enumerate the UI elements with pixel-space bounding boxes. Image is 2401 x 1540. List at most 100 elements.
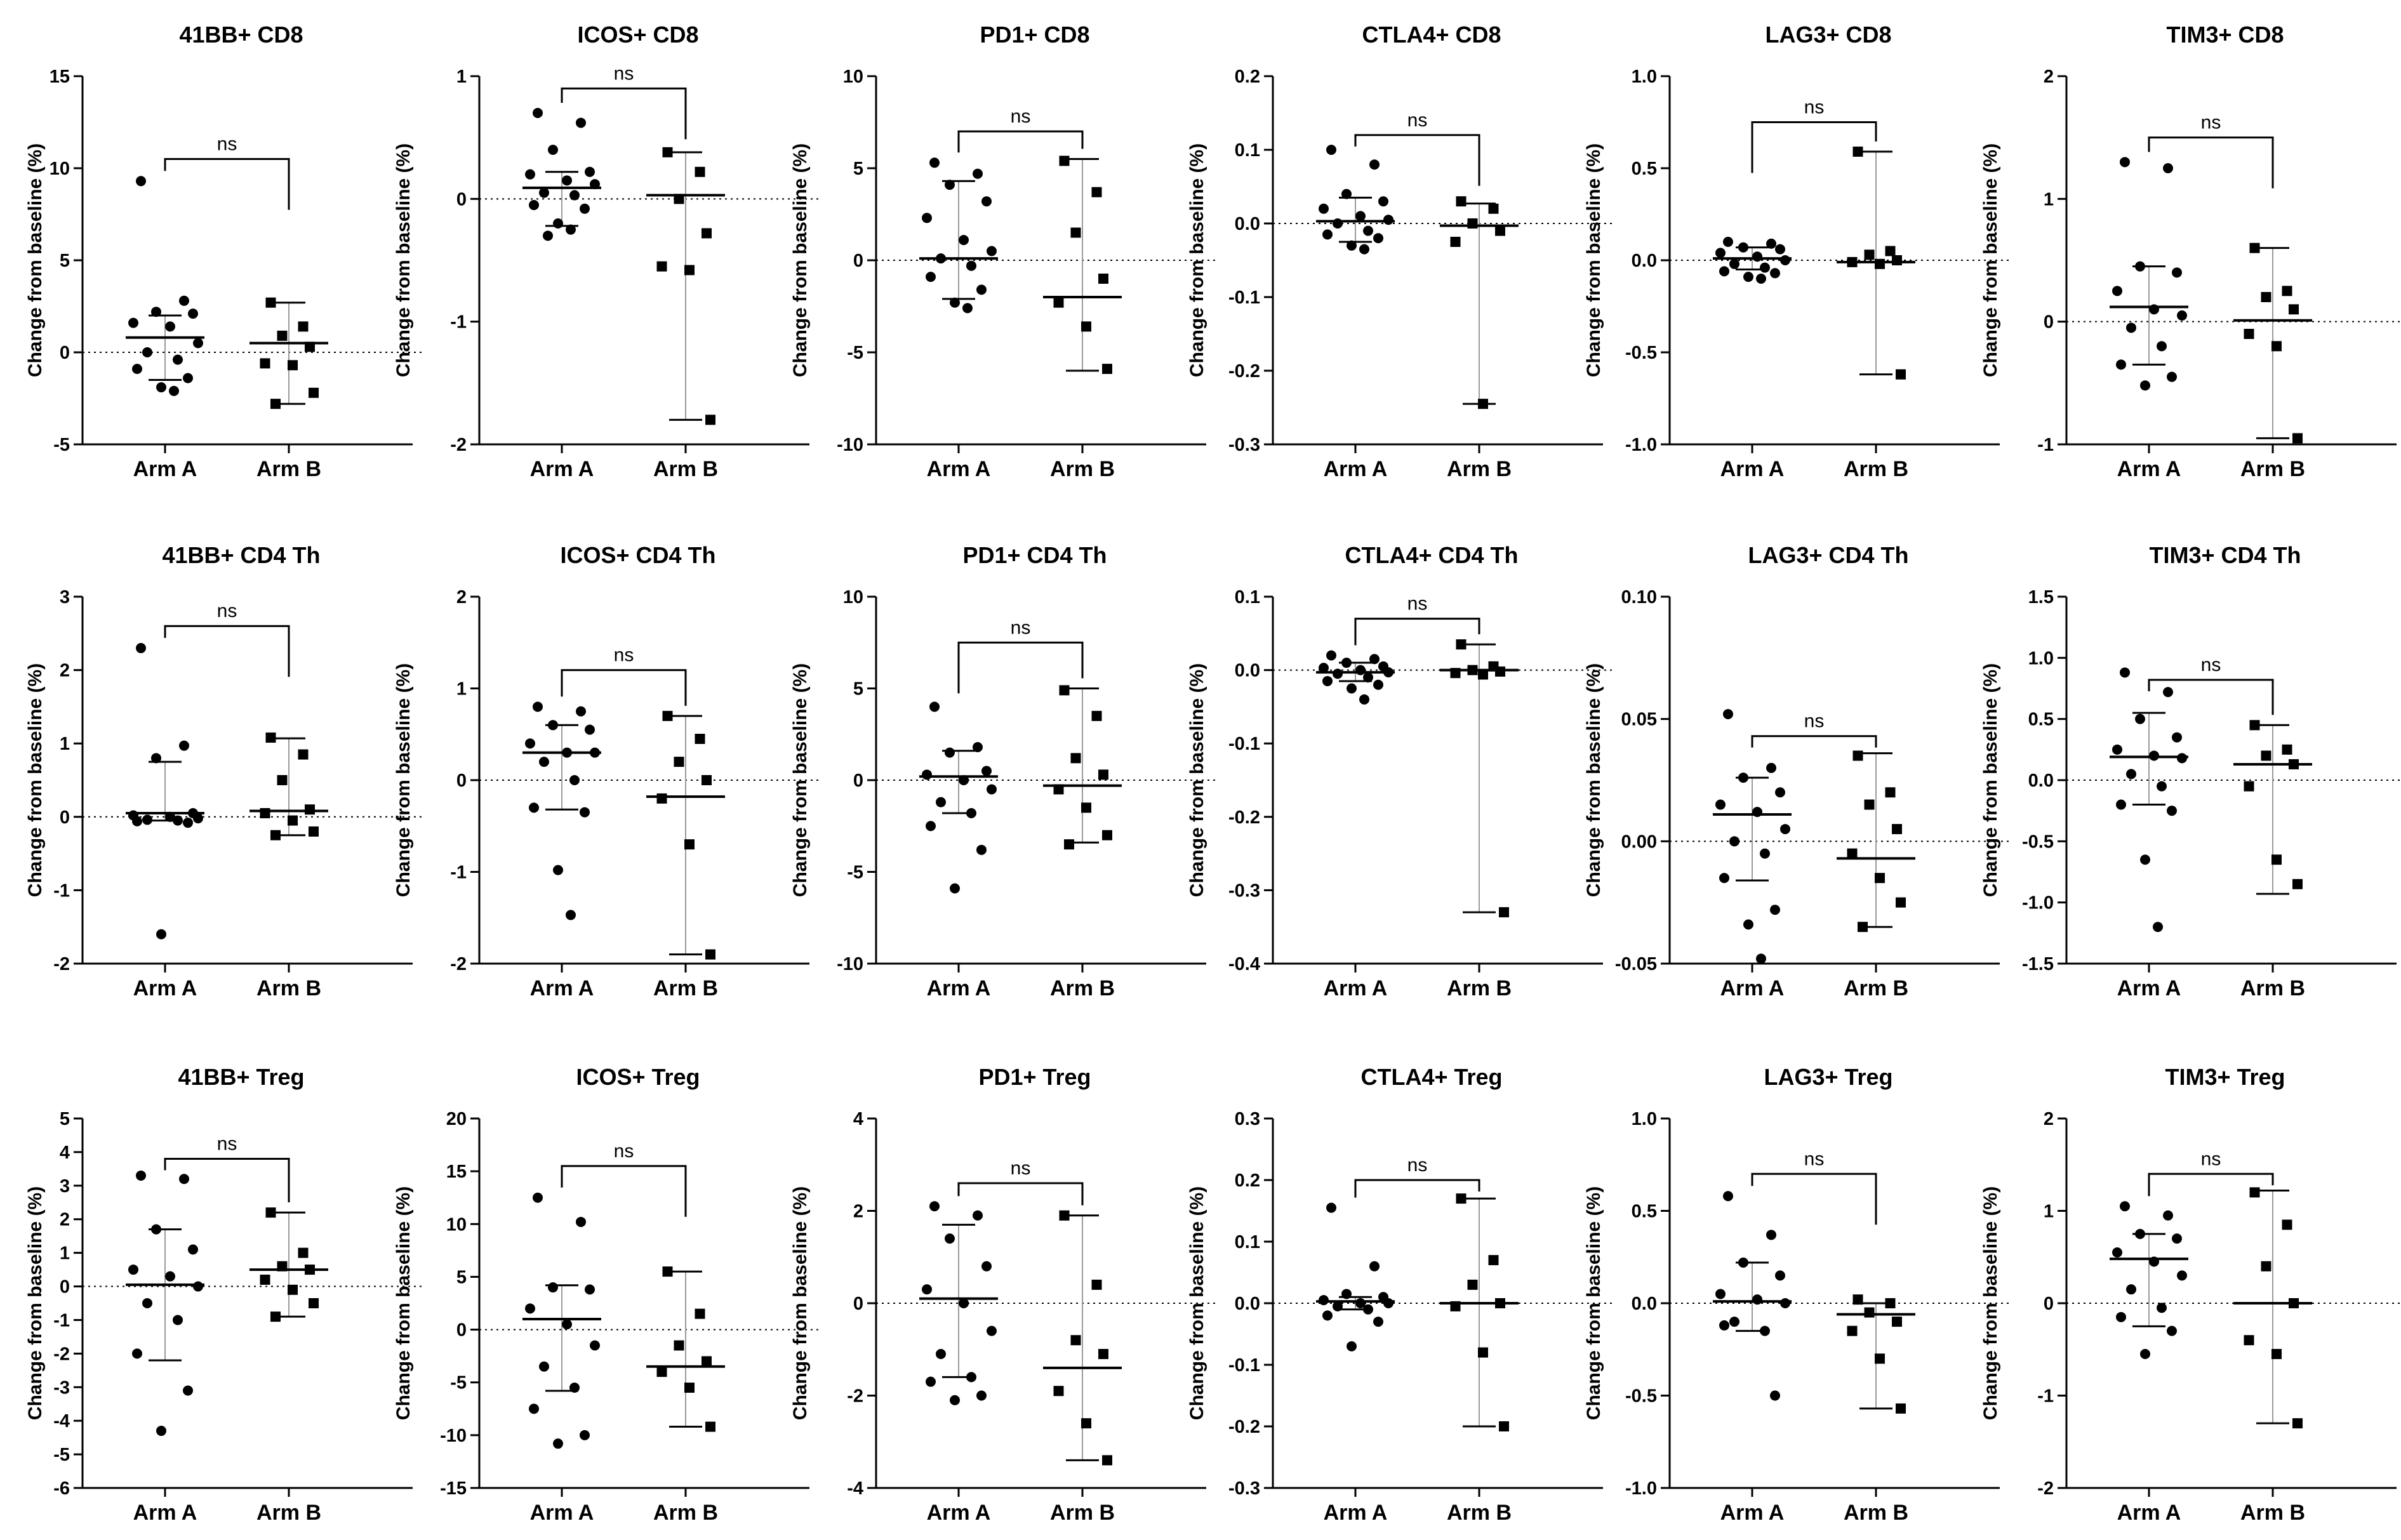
y-tick-label: 2 <box>60 661 70 681</box>
data-point-arm-b <box>288 1284 298 1295</box>
data-point-arm-b <box>1102 1455 1112 1466</box>
data-point-arm-a <box>1719 873 1729 884</box>
panel-0: 41BB+ CD8 -5 0 5 10 15 Change from baseline (%… <box>25 22 425 481</box>
y-axis-label: Change from baseline (%) <box>790 663 811 897</box>
data-point-arm-b <box>2282 286 2292 296</box>
data-point-arm-b <box>2292 433 2303 444</box>
data-point-arm-a <box>2112 744 2122 755</box>
data-point-arm-a <box>553 218 563 229</box>
y-tick-label: 0 <box>60 1277 70 1298</box>
data-point-arm-a <box>929 1201 940 1212</box>
significance-label: ns <box>217 1133 237 1154</box>
data-point-arm-a <box>585 166 595 177</box>
data-point-arm-b <box>265 297 276 308</box>
significance-label: ns <box>1407 594 1428 614</box>
data-point-arm-a <box>566 224 576 235</box>
y-tick-label: 0.0 <box>2028 771 2054 791</box>
x-tick-label: Arm B <box>1447 976 1512 1000</box>
panel-title: CTLA4+ Treg <box>1360 1064 1502 1090</box>
y-tick-label: -1 <box>53 880 70 901</box>
data-point-arm-a <box>1729 1317 1739 1327</box>
panel-title: CTLA4+ CD8 <box>1362 22 1501 48</box>
data-point-arm-a <box>1319 663 1329 674</box>
y-tick-label: 0.05 <box>1621 710 1657 730</box>
data-point-arm-b <box>1053 784 1064 795</box>
x-tick-label: Arm B <box>256 457 321 481</box>
data-point-arm-a <box>128 317 138 328</box>
y-tick-label: 2 <box>60 1210 70 1230</box>
y-tick-label: 20 <box>446 1109 467 1129</box>
data-point-arm-b <box>705 949 715 960</box>
data-point-arm-a <box>1359 694 1369 705</box>
y-tick-label: -0.4 <box>1228 954 1260 974</box>
data-point-arm-b <box>270 399 281 409</box>
data-point-arm-b <box>1864 249 1875 260</box>
data-point-arm-a <box>936 1349 946 1360</box>
data-point-arm-a <box>585 724 595 735</box>
significance-label: ns <box>1804 711 1825 732</box>
panel-4: LAG3+ CD8 -1.0 -0.5 0.0 0.5 1.0 Change from ba… <box>1583 22 2012 481</box>
y-tick-label: 0 <box>456 189 467 209</box>
data-point-arm-b <box>1892 1317 1902 1327</box>
x-tick-label: Arm A <box>2117 1501 2181 1525</box>
data-point-arm-b <box>1070 753 1081 764</box>
data-point-arm-a <box>1760 262 1770 273</box>
data-point-arm-a <box>2172 267 2182 278</box>
y-tick-label: 0.5 <box>1632 1202 1657 1222</box>
data-point-arm-b <box>674 757 684 767</box>
data-point-arm-b <box>1456 1193 1467 1204</box>
y-axis-label: Change from baseline (%) <box>1187 663 1207 897</box>
data-point-arm-a <box>553 1438 563 1449</box>
data-point-arm-a <box>2135 714 2145 724</box>
y-tick-label: -0.1 <box>1228 1355 1260 1376</box>
y-tick-label: 0.0 <box>1235 214 1260 234</box>
data-point-arm-a <box>1743 919 1753 930</box>
significance-label: ns <box>1407 1155 1428 1176</box>
panel-title: PD1+ Treg <box>978 1064 1091 1090</box>
data-point-arm-b <box>684 839 695 850</box>
significance-label: ns <box>614 645 634 666</box>
significance-label: ns <box>1011 1158 1031 1179</box>
x-tick-label: Arm A <box>1324 976 1388 1000</box>
panel-6: 41BB+ CD4 Th -2 -1 0 1 2 3 Change from baseline… <box>25 542 425 1000</box>
significance-bracket <box>164 625 290 677</box>
data-point-arm-a <box>562 175 572 186</box>
x-tick-label: Arm A <box>1720 457 1785 481</box>
significance-bracket <box>2148 136 2274 189</box>
data-point-arm-a <box>132 1348 142 1359</box>
data-point-arm-a <box>987 1325 997 1336</box>
significance-bracket <box>957 641 1084 694</box>
x-tick-label: Arm A <box>1720 976 1785 1000</box>
significance-bracket <box>1354 618 1480 646</box>
x-tick-label: Arm B <box>1844 457 1908 481</box>
data-point-arm-b <box>1467 218 1478 229</box>
data-point-arm-a <box>1743 272 1753 282</box>
data-point-arm-b <box>1098 274 1108 284</box>
x-tick-label: Arm A <box>1324 457 1388 481</box>
data-point-arm-b <box>656 261 667 272</box>
data-point-arm-b <box>1852 1294 1863 1305</box>
data-point-arm-a <box>926 272 936 282</box>
data-point-arm-a <box>1760 848 1770 859</box>
y-axis-label: Change from baseline (%) <box>1187 1186 1207 1420</box>
data-point-arm-a <box>1326 650 1336 661</box>
data-point-arm-a <box>553 865 563 875</box>
x-tick-label: Arm B <box>653 457 718 481</box>
data-point-arm-a <box>142 1298 152 1308</box>
data-point-arm-a <box>539 757 549 767</box>
data-point-arm-b <box>1467 1279 1478 1290</box>
x-tick-label: Arm B <box>1050 976 1115 1000</box>
data-point-arm-a <box>132 816 142 826</box>
y-tick-label: 0 <box>456 771 467 791</box>
data-point-arm-a <box>2112 286 2122 296</box>
data-point-arm-a <box>929 157 940 168</box>
data-point-arm-b <box>298 1247 309 1258</box>
data-point-arm-a <box>936 253 946 264</box>
data-point-arm-a <box>562 747 572 758</box>
y-tick-label: 0.5 <box>1632 159 1657 179</box>
y-tick-label: 1.5 <box>2028 587 2054 607</box>
y-tick-label: -2 <box>53 1344 70 1364</box>
x-tick-label: Arm B <box>1050 1501 1115 1525</box>
data-point-arm-a <box>1752 1294 1762 1305</box>
y-axis-label: Change from baseline (%) <box>790 1186 811 1420</box>
